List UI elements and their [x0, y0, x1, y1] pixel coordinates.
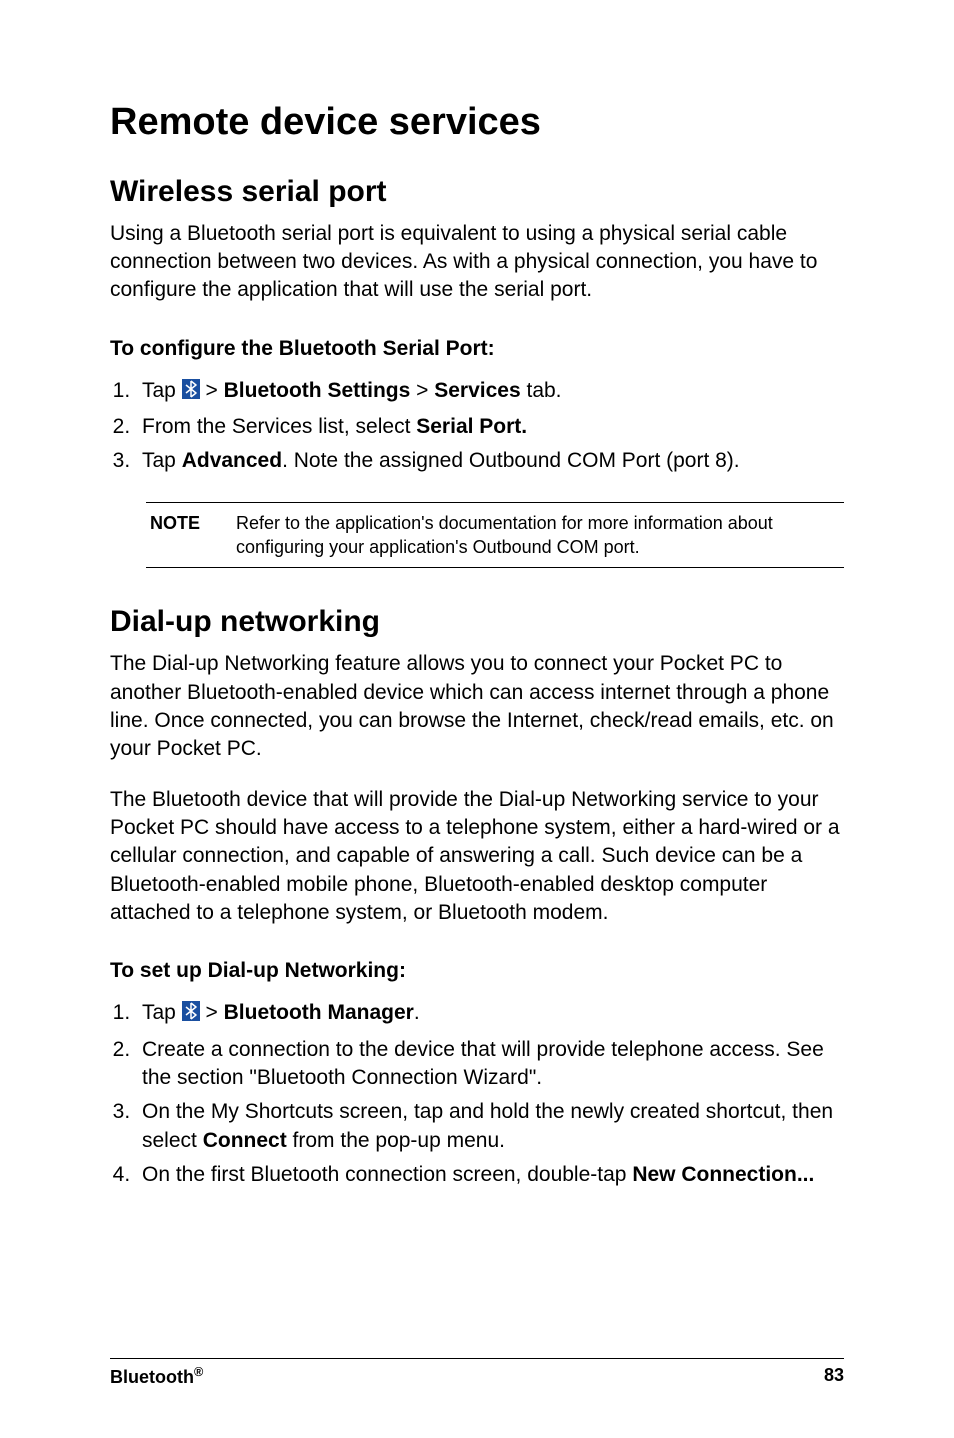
bluetooth-icon	[182, 379, 200, 407]
step-bold: Connect	[203, 1129, 287, 1152]
step-text: >	[200, 1001, 224, 1024]
section1-step3: Tap Advanced. Note the assigned Outbound…	[136, 447, 844, 475]
section2-step3: On the My Shortcuts screen, tap and hold…	[136, 1098, 844, 1155]
note-block: NOTE Refer to the application's document…	[146, 502, 844, 569]
section2-para2: The Bluetooth device that will provide t…	[110, 786, 844, 928]
bluetooth-icon	[182, 1001, 200, 1029]
section2-para1: The Dial-up Networking feature allows yo…	[110, 650, 844, 763]
step-text: tab.	[521, 379, 562, 402]
registered-mark: ®	[194, 1365, 203, 1379]
section2-subhead: To set up Dial-up Networking:	[110, 959, 844, 983]
footer-text: Bluetooth	[110, 1367, 194, 1387]
step-text: >	[200, 379, 224, 402]
section2-step1: Tap > Bluetooth Manager.	[136, 999, 844, 1029]
section2-step4: On the first Bluetooth connection screen…	[136, 1161, 844, 1189]
step-text: Tap	[142, 379, 182, 402]
section1-steps: Tap > Bluetooth Settings > Services tab.…	[110, 377, 844, 482]
section2-steps: Tap > Bluetooth Manager. Create a connec…	[110, 999, 844, 1195]
footer: Bluetooth® 83	[110, 1358, 844, 1388]
step-text: >	[410, 379, 434, 402]
section1-intro: Using a Bluetooth serial port is equival…	[110, 220, 844, 305]
step-bold: New Connection...	[632, 1163, 814, 1186]
page-title: Remote device services	[110, 100, 844, 146]
section1-step2: From the Services list, select Serial Po…	[136, 413, 844, 441]
section2-step2: Create a connection to the device that w…	[136, 1036, 844, 1093]
step-text: from the pop-up menu.	[287, 1129, 505, 1152]
step-bold: Serial Port.	[416, 415, 527, 438]
footer-left: Bluetooth®	[110, 1365, 203, 1388]
step-bold: Bluetooth Manager	[224, 1001, 414, 1024]
step-bold: Advanced	[182, 449, 282, 472]
page-number: 83	[824, 1365, 844, 1388]
note-label: NOTE	[146, 511, 200, 560]
section2-heading: Dial-up networking	[110, 604, 844, 640]
step-bold: Bluetooth Settings	[224, 379, 411, 402]
step-text: Tap	[142, 449, 182, 472]
step-text: .	[414, 1001, 420, 1024]
step-text: . Note the assigned Outbound COM Port (p…	[282, 449, 740, 472]
spacer	[110, 1213, 844, 1358]
section1-subhead: To configure the Bluetooth Serial Port:	[110, 337, 844, 361]
step-text: Tap	[142, 1001, 182, 1024]
step-text: On the first Bluetooth connection screen…	[142, 1163, 632, 1186]
step-bold: Services	[434, 379, 520, 402]
section1-heading: Wireless serial port	[110, 174, 844, 210]
page: Remote device services Wireless serial p…	[0, 0, 954, 1438]
note-text: Refer to the application's documentation…	[236, 511, 844, 560]
section1-step1: Tap > Bluetooth Settings > Services tab.	[136, 377, 844, 407]
step-text: From the Services list, select	[142, 415, 416, 438]
